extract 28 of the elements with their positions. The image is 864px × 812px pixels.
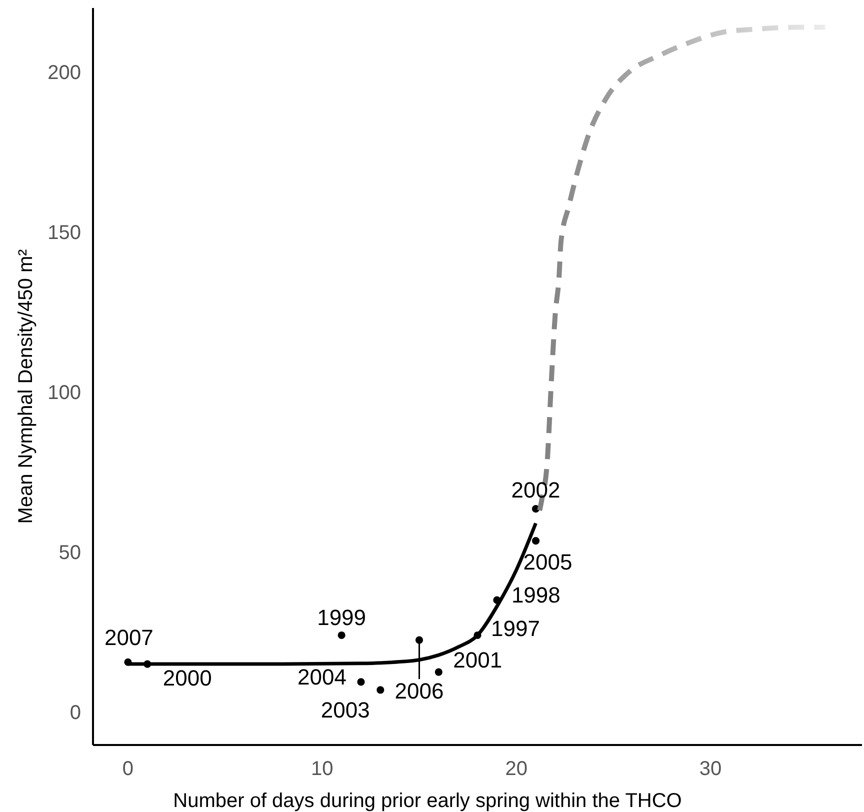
y-tick-label: 200: [48, 62, 81, 84]
annotation: 2004: [298, 664, 346, 690]
x-axis-title: Number of days during prior early spring within the THCO: [173, 790, 682, 812]
x-tick-label: 20: [505, 758, 528, 780]
point: [357, 678, 365, 686]
annotation: 2005: [523, 550, 572, 575]
y-tick-label: 150: [48, 222, 81, 244]
point: [415, 636, 424, 644]
point: [376, 686, 384, 694]
y-tick-label: 0: [70, 702, 81, 724]
y-tick-label: 100: [48, 382, 81, 404]
x-tick-label: 30: [699, 758, 722, 780]
x-tick-label: 10: [311, 758, 334, 780]
annotation: 2007: [104, 624, 154, 650]
annotation: 1997: [491, 616, 540, 641]
point: [434, 668, 442, 676]
point: [532, 537, 540, 545]
annotation: 2000: [162, 666, 212, 691]
y-axis-title: Mean Nymphal Density/450 m²: [15, 248, 37, 524]
annotation: 1999: [317, 604, 366, 630]
annotation: 2002: [511, 478, 560, 503]
annotation: 1998: [511, 582, 560, 608]
annotation: 2003: [320, 698, 370, 723]
point: [338, 631, 346, 640]
annotation: 2001: [453, 648, 502, 673]
y-tick-label: 50: [58, 542, 81, 564]
x-tick-label: 0: [122, 758, 134, 780]
annotation: 2006: [394, 678, 444, 704]
